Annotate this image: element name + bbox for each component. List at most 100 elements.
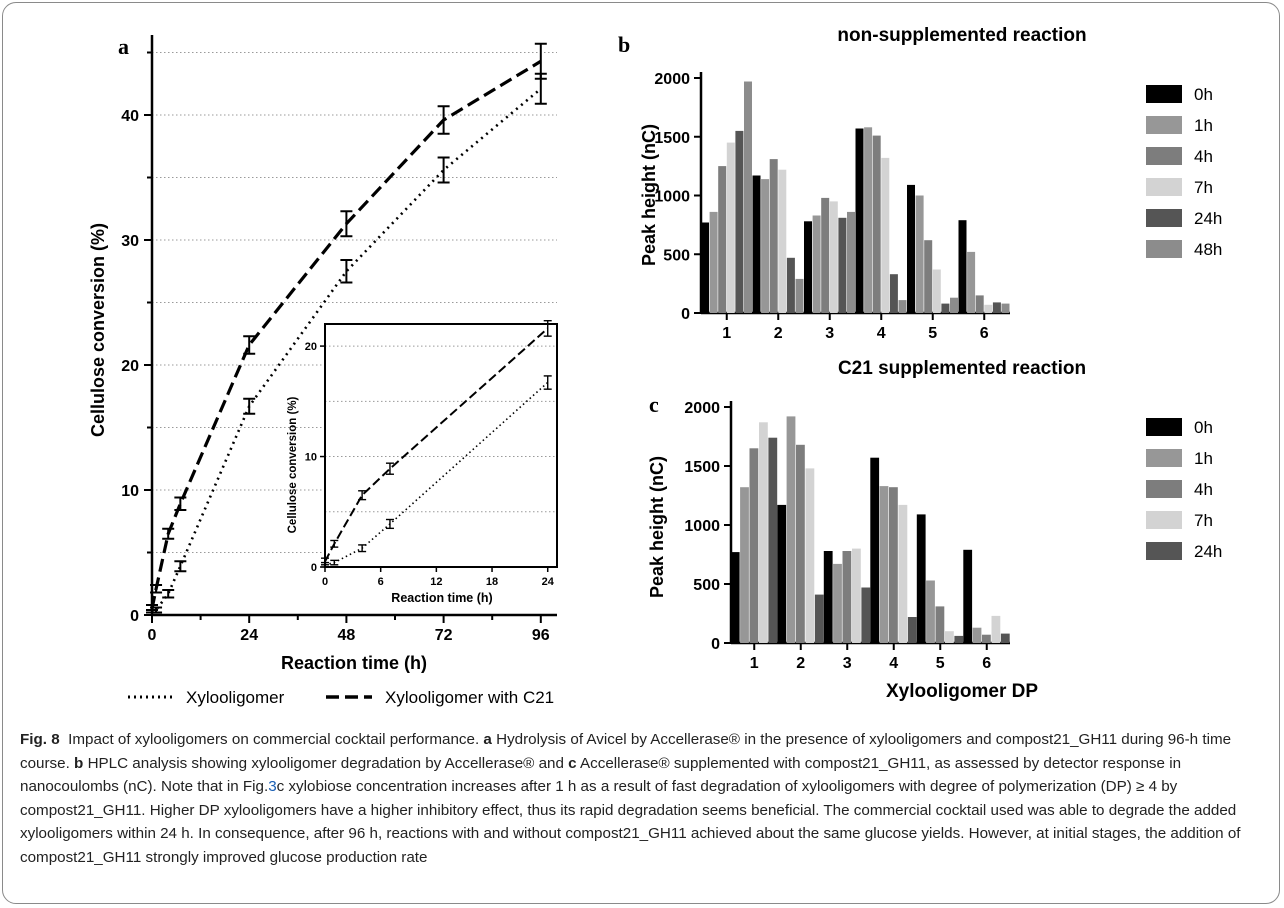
b-bar-1h-dp2 <box>761 179 770 313</box>
c-y-tick-label: 0 <box>711 636 720 653</box>
c-x-tick-label: 6 <box>982 655 991 672</box>
c-bar-7h-dp2 <box>805 468 815 643</box>
c-bar-24h-dp3 <box>861 587 871 643</box>
a-x-tick-label: 0 <box>148 627 157 644</box>
b-bar-0h-dp4 <box>855 128 864 313</box>
b-y-tick-label: 2000 <box>654 71 690 88</box>
b-legend-label-0h: 0h <box>1194 85 1213 104</box>
b-bar-4h-dp1 <box>718 166 727 313</box>
b-legend-swatch-24h <box>1146 209 1182 227</box>
b-legend-swatch-0h <box>1146 85 1182 103</box>
c-legend-label-24h: 24h <box>1194 542 1222 561</box>
b-y-tick-label: 1500 <box>654 130 690 147</box>
b-legend-label-24h: 24h <box>1194 209 1222 228</box>
c-bar-4h-dp5 <box>935 606 945 643</box>
b-bar-24h-dp1 <box>735 130 744 313</box>
panel-a-letter: a <box>118 34 129 59</box>
caption-figure-link[interactable]: 3 <box>268 778 277 795</box>
c-bar-24h-dp1 <box>768 437 778 643</box>
caption-s2: Hydrolysis of Avicel by Accellerase® in … <box>20 731 1232 772</box>
b-x-tick-label: 3 <box>825 325 834 342</box>
caption-s5: c xylobiose concentration increases afte… <box>20 778 1241 866</box>
c-legend-label-4h: 4h <box>1194 480 1213 499</box>
panel-c-xlabel: Xylooligomer DP <box>886 681 1038 702</box>
b-bar-7h-dp3 <box>829 201 838 313</box>
c-x-tick-label: 5 <box>936 655 945 672</box>
c-y-tick-label: 1500 <box>684 459 720 476</box>
c-bar-0h-dp2 <box>777 504 787 643</box>
b-bar-1h-dp6 <box>967 251 976 313</box>
c-legend-swatch-4h <box>1146 480 1182 498</box>
b-legend-label-4h: 4h <box>1194 147 1213 166</box>
c-x-tick-label: 2 <box>796 655 805 672</box>
b-bar-1h-dp1 <box>709 211 718 313</box>
c-y-tick-label: 500 <box>693 577 720 594</box>
panel-b-ylabel: Peak height (nC) <box>639 124 659 266</box>
c-bar-1h-dp5 <box>926 580 935 643</box>
c-bar-4h-dp3 <box>842 551 852 643</box>
caption-letter-a: a <box>483 731 492 748</box>
inset-y-tick-label: 0 <box>311 562 317 574</box>
b-bar-4h-dp4 <box>872 135 881 313</box>
c-bar-24h-dp4 <box>907 617 917 643</box>
a-y-tick-label: 40 <box>121 108 139 125</box>
c-legend-label-7h: 7h <box>1194 511 1213 530</box>
b-bar-48h-dp6 <box>1001 303 1010 313</box>
inset-y-tick-label: 20 <box>305 341 317 353</box>
b-bar-4h-dp2 <box>769 159 778 313</box>
c-bar-0h-dp6 <box>963 549 973 643</box>
caption-letter-b: b <box>74 754 84 772</box>
b-bar-1h-dp3 <box>812 215 821 313</box>
b-bar-24h-dp2 <box>786 257 795 313</box>
b-legend-swatch-48h <box>1146 240 1182 258</box>
c-x-tick-label: 4 <box>889 655 898 672</box>
b-bar-0h-dp6 <box>958 220 967 313</box>
b-y-tick-label: 0 <box>681 306 690 323</box>
c-bar-1h-dp2 <box>786 416 796 643</box>
caption-letter-c: c <box>568 754 577 772</box>
c-bar-0h-dp5 <box>916 514 926 643</box>
b-bar-48h-dp1 <box>744 81 752 313</box>
a-x-tick-label: 48 <box>338 627 356 644</box>
a-y-tick-label: 30 <box>121 233 139 250</box>
c-bar-1h-dp4 <box>879 486 889 643</box>
b-bar-48h-dp2 <box>795 278 804 313</box>
b-bar-0h-dp2 <box>752 175 761 313</box>
c-y-tick-label: 1000 <box>684 518 720 535</box>
c-legend-swatch-0h <box>1146 418 1182 436</box>
c-legend-swatch-1h <box>1146 449 1182 467</box>
c-bar-7h-dp6 <box>991 615 1001 643</box>
caption-s1: Impact of xylooligomers on commercial co… <box>68 731 480 748</box>
caption-s4: Accellerase® supplemented with compost21… <box>20 754 1182 796</box>
inset-frame <box>324 323 558 568</box>
b-bar-4h-dp3 <box>821 197 830 313</box>
c-legend-label-0h: 0h <box>1194 418 1213 437</box>
inset-series-xylooligomer-c21 <box>324 327 549 562</box>
inset-y-tick-label: 10 <box>305 452 317 464</box>
c-bar-1h-dp1 <box>740 487 749 643</box>
c-bar-24h-dp2 <box>814 594 824 643</box>
c-y-tick-label: 2000 <box>684 400 720 417</box>
b-bar-48h-dp4 <box>898 300 907 313</box>
b-bar-7h-dp5 <box>932 269 941 313</box>
b-bar-24h-dp5 <box>941 303 950 313</box>
c-bar-7h-dp5 <box>945 631 954 643</box>
a-y-tick-label: 0 <box>130 608 139 625</box>
b-bar-24h-dp6 <box>992 302 1001 313</box>
inset-ylabel: Cellulose conversion (%) <box>287 396 299 533</box>
b-bar-48h-dp3 <box>847 211 855 313</box>
panel-a-xlabel: Reaction time (h) <box>281 653 427 673</box>
c-x-tick-label: 1 <box>750 655 759 672</box>
a-y-tick-label: 10 <box>121 483 139 500</box>
legend-c21-label: Xylooligomer with C21 <box>385 688 554 707</box>
panel-c-title: C21 supplemented reaction <box>838 358 1086 379</box>
a-x-tick-label: 96 <box>532 627 550 644</box>
panel-a-ylabel: Cellulose conversion (%) <box>88 223 108 437</box>
b-legend-label-48h: 48h <box>1194 240 1222 259</box>
c-bar-24h-dp5 <box>954 635 964 643</box>
caption-fig-label: Fig. 8 <box>20 731 60 748</box>
figure-caption: Fig. 8 Impact of xylooligomers on commer… <box>20 728 1270 869</box>
